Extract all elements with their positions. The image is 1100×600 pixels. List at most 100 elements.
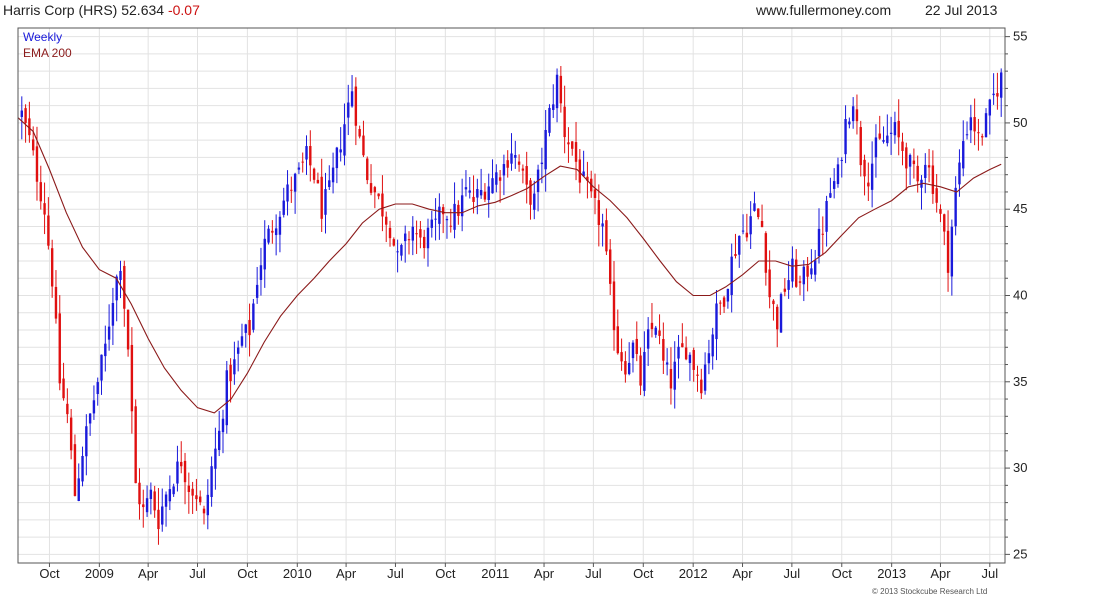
candle-body	[20, 110, 23, 117]
candle-body	[362, 135, 365, 156]
candle-body	[654, 327, 657, 335]
candle-body	[662, 338, 665, 361]
candle-body	[616, 326, 619, 354]
candle-body	[278, 216, 282, 235]
candle-body	[586, 176, 589, 181]
candle-body	[886, 135, 889, 144]
candle-body	[411, 226, 414, 241]
candle-body	[339, 149, 342, 153]
candle-body	[460, 195, 464, 217]
candle-body	[111, 302, 115, 326]
candle-body	[722, 297, 726, 307]
candle-body	[138, 482, 141, 505]
candle-body	[772, 300, 775, 305]
candle-body	[973, 117, 976, 132]
candle-body	[969, 117, 973, 131]
candle-body	[646, 329, 650, 349]
candle-body	[1000, 72, 1003, 98]
candle-body	[119, 270, 122, 281]
candle-body	[381, 193, 384, 217]
candle-body	[267, 228, 270, 243]
candle-body	[563, 106, 566, 138]
candle-body	[47, 215, 50, 246]
candle-body	[665, 362, 669, 365]
candle-body	[851, 106, 855, 122]
candle-body	[882, 140, 885, 142]
candle-body	[392, 239, 396, 246]
candle-body	[688, 354, 692, 364]
candle-body	[927, 165, 931, 168]
legend-weekly: Weekly	[23, 30, 62, 44]
candle-body	[776, 306, 779, 330]
x-tick-label: Apr	[732, 566, 753, 581]
candle-body	[259, 265, 263, 280]
candle-body	[377, 193, 380, 197]
candle-body	[825, 200, 828, 232]
candle-body	[795, 259, 798, 287]
candle-body	[863, 159, 866, 177]
candle-body	[464, 187, 468, 190]
candle-body	[620, 352, 623, 362]
candle-body	[764, 233, 768, 273]
candle-body	[958, 162, 961, 185]
grid-lines	[18, 28, 1005, 563]
candle-body	[195, 495, 198, 500]
candle-body	[85, 426, 88, 457]
candle-body	[749, 216, 752, 235]
candle-body	[768, 269, 771, 298]
candle-body	[658, 330, 661, 336]
candle-body	[711, 334, 714, 357]
candle-body	[24, 108, 27, 123]
candle-body	[309, 145, 312, 166]
candle-body	[415, 233, 418, 235]
candle-body	[202, 508, 206, 514]
candle-body	[350, 91, 354, 107]
candle-body	[840, 159, 843, 161]
candle-body	[290, 189, 293, 191]
candle-body	[977, 132, 980, 134]
candle-body	[802, 266, 806, 285]
candle-body	[908, 155, 912, 167]
candle-body	[700, 379, 703, 394]
candle-body	[441, 207, 445, 215]
candle-body	[472, 196, 475, 202]
candle-body	[172, 486, 175, 495]
candle-body	[248, 319, 251, 336]
y-tick-label: 50	[1013, 115, 1027, 130]
candle-body	[669, 368, 673, 389]
candle-body	[988, 99, 992, 116]
candle-body	[126, 309, 130, 350]
candle-body	[206, 494, 210, 516]
candle-body	[692, 350, 695, 370]
candle-body	[92, 400, 96, 414]
ema-200-line	[17, 117, 1002, 414]
candle-body	[533, 193, 536, 210]
candle-body	[449, 225, 452, 227]
candle-body	[681, 343, 684, 348]
candle-body	[597, 200, 601, 225]
candle-body	[187, 485, 191, 492]
x-axis: Oct 2009 Apr Jul Oct 2010 Apr Jul Oct 2011 Apr Jul O…	[39, 563, 998, 581]
candle-body	[183, 460, 187, 483]
candle-body	[810, 268, 813, 275]
site-url[interactable]: www.fullermoney.com	[756, 2, 892, 18]
candle-body	[358, 129, 361, 137]
candle-body	[28, 118, 31, 136]
candle-body	[316, 179, 320, 184]
y-tick-label: 35	[1013, 374, 1027, 389]
candle-body	[601, 223, 604, 227]
candle-body	[939, 208, 942, 214]
candle-body	[992, 93, 995, 96]
candle-body	[552, 104, 555, 111]
candle-body	[426, 227, 430, 249]
x-tick-label: 2009	[85, 566, 114, 581]
candle-body	[912, 160, 916, 165]
candle-body	[191, 488, 194, 496]
candle-body	[924, 164, 927, 179]
candle-body	[893, 122, 897, 136]
candle-body	[69, 417, 73, 451]
candle-body	[730, 256, 733, 295]
candle-body	[627, 362, 631, 375]
candle-body	[107, 326, 111, 340]
candle-body	[430, 219, 433, 228]
